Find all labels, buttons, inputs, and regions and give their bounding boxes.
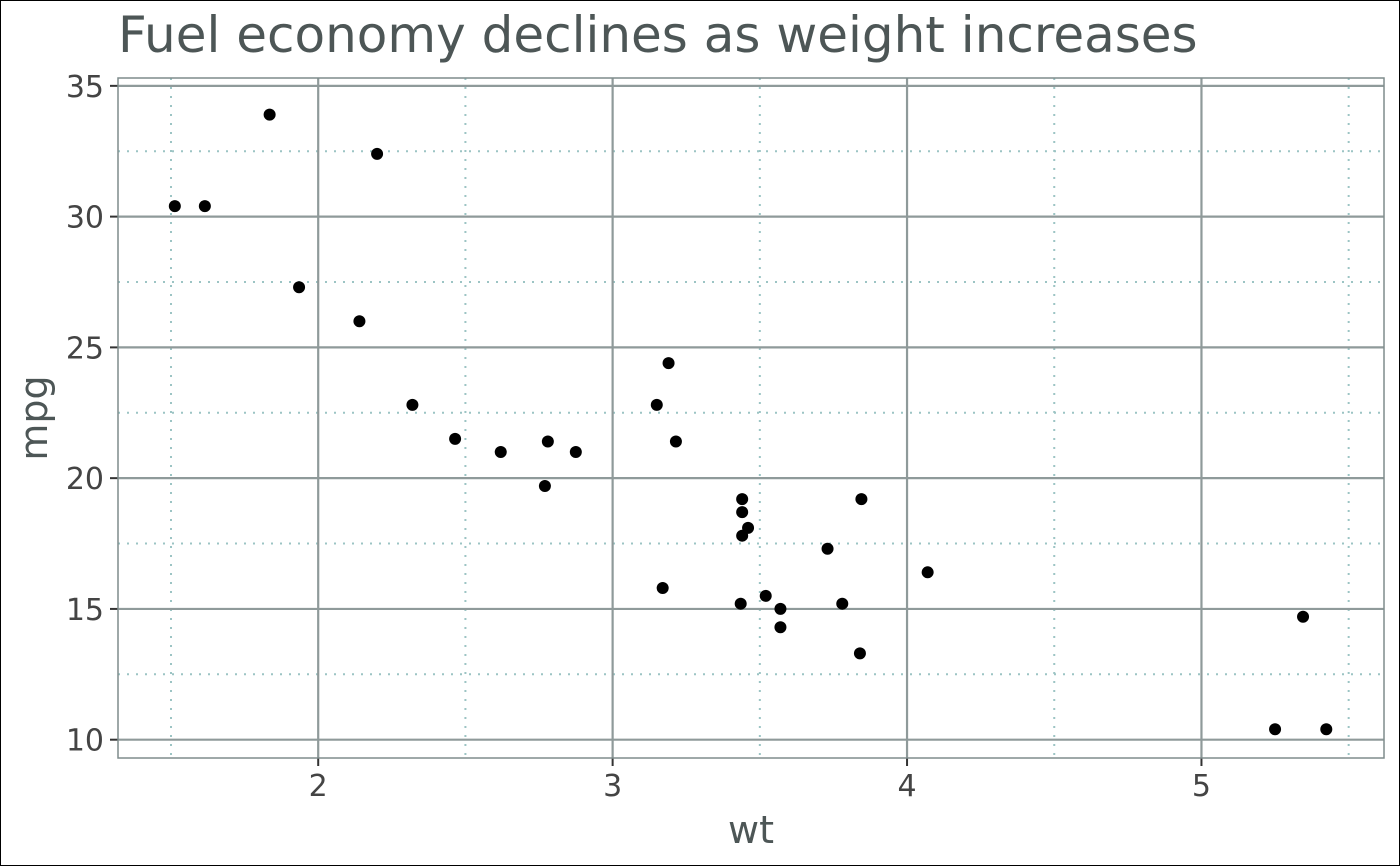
data-point bbox=[293, 281, 306, 294]
data-point bbox=[449, 432, 462, 445]
data-point bbox=[736, 506, 749, 519]
data-point bbox=[263, 108, 276, 121]
data-point bbox=[736, 529, 749, 542]
data-point bbox=[821, 542, 834, 555]
data-point bbox=[569, 446, 582, 458]
data-point bbox=[855, 493, 868, 506]
minor-grid bbox=[118, 78, 1384, 758]
data-point bbox=[734, 597, 747, 610]
data-points bbox=[168, 108, 1333, 736]
data-point bbox=[371, 147, 384, 160]
x-tick-label: 4 bbox=[897, 769, 916, 804]
panel-border bbox=[117, 77, 1385, 759]
data-point bbox=[921, 566, 934, 579]
data-point bbox=[494, 446, 507, 458]
data-point bbox=[774, 621, 787, 634]
data-point bbox=[541, 435, 554, 448]
x-axis-title: wt bbox=[728, 808, 774, 852]
y-tick-label: 25 bbox=[66, 331, 104, 366]
data-point bbox=[650, 398, 663, 411]
x-tick-label: 3 bbox=[603, 769, 622, 804]
y-tick-label: 20 bbox=[66, 462, 104, 497]
y-tick-label: 35 bbox=[66, 70, 104, 105]
data-point bbox=[198, 200, 211, 213]
data-point bbox=[168, 200, 181, 213]
tick-labels: 2 3 4 5 10 15 20 25 30 35 bbox=[66, 70, 1211, 804]
axis-ticks bbox=[110, 84, 1203, 766]
data-point bbox=[1269, 723, 1282, 736]
data-point bbox=[759, 589, 772, 602]
data-point bbox=[662, 357, 675, 370]
x-tick-label: 2 bbox=[309, 769, 328, 804]
data-point bbox=[836, 597, 849, 610]
data-point bbox=[1297, 610, 1310, 623]
data-point bbox=[853, 647, 866, 660]
data-point bbox=[736, 493, 749, 506]
y-tick-label: 30 bbox=[66, 201, 104, 236]
data-point bbox=[406, 398, 419, 411]
data-point bbox=[656, 582, 669, 594]
data-point bbox=[538, 480, 551, 492]
data-point bbox=[774, 602, 787, 615]
y-axis-title: mpg bbox=[12, 375, 56, 460]
y-tick-label: 10 bbox=[66, 724, 104, 759]
y-tick-label: 15 bbox=[66, 593, 104, 628]
x-tick-label: 5 bbox=[1192, 769, 1211, 804]
data-point bbox=[1320, 723, 1333, 736]
major-grid bbox=[118, 78, 1384, 758]
data-point bbox=[353, 315, 366, 328]
chart-title: Fuel economy declines as weight increase… bbox=[118, 6, 1198, 64]
data-point bbox=[669, 435, 682, 448]
